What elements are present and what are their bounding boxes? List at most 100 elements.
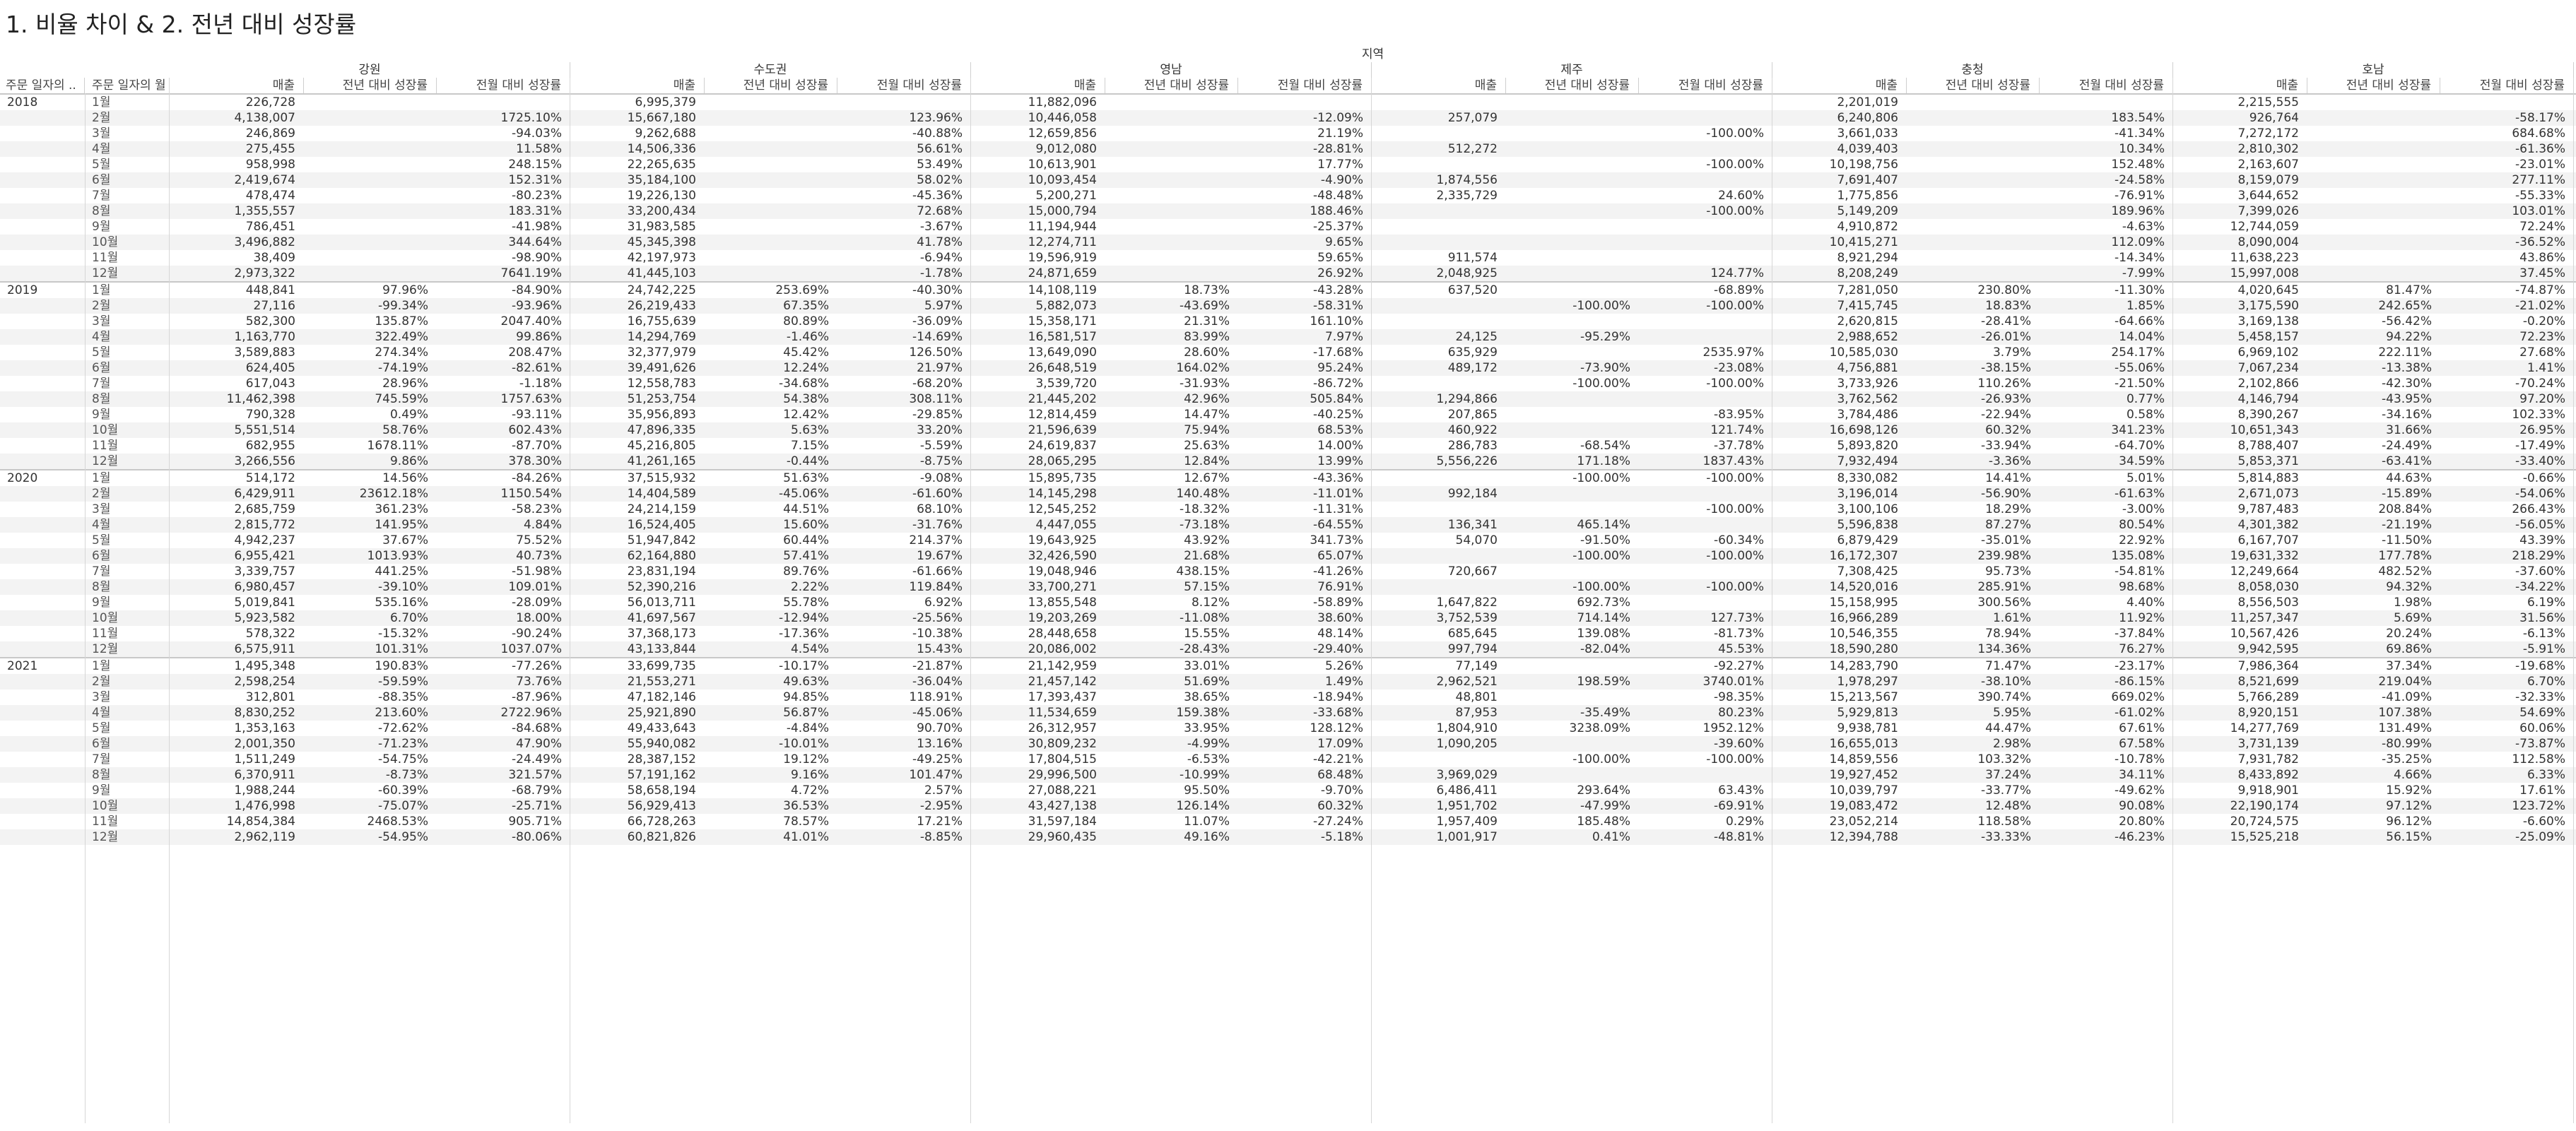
cell-value[interactable]: 33.95%: [1184, 721, 1230, 735]
cell-value[interactable]: -60.39%: [378, 783, 428, 798]
cell-value[interactable]: -10.38%: [912, 627, 963, 641]
cell-value[interactable]: 478,474: [245, 189, 295, 203]
cell-value[interactable]: 128.12%: [1310, 721, 1363, 735]
cell-value[interactable]: 10,415,271: [1829, 235, 1898, 249]
cell-value[interactable]: -100.00%: [1706, 126, 1764, 141]
cell-value[interactable]: 126.50%: [909, 345, 963, 360]
cell-value[interactable]: -84.90%: [512, 283, 562, 297]
cell-value[interactable]: 2722.96%: [500, 706, 562, 720]
cell-value[interactable]: 12,394,788: [1829, 830, 1898, 844]
cell-value[interactable]: 24,871,659: [1028, 266, 1097, 280]
cell-value[interactable]: 637,520: [1447, 283, 1498, 297]
cell-value[interactable]: -61.66%: [912, 564, 963, 579]
cell-value[interactable]: 58,658,194: [627, 783, 696, 798]
cell-value[interactable]: -83.95%: [1714, 408, 1764, 422]
cell-value[interactable]: -2.95%: [919, 799, 963, 813]
cell-value[interactable]: 2,419,674: [234, 173, 295, 187]
cell-value[interactable]: 17.61%: [2519, 783, 2565, 798]
cell-value[interactable]: 3,539,720: [1035, 377, 1097, 391]
cell-value[interactable]: 24.60%: [1718, 189, 1764, 203]
cell-value[interactable]: 582,300: [245, 314, 295, 328]
cell-value[interactable]: [1907, 126, 2040, 141]
month-label[interactable]: 1월: [92, 659, 111, 673]
region-header-4[interactable]: 충청: [1772, 62, 2173, 78]
cell-value[interactable]: 4.54%: [790, 642, 829, 656]
cell-value[interactable]: 6,429,911: [234, 487, 295, 501]
month-label[interactable]: 8월: [92, 768, 111, 782]
cell-value[interactable]: [304, 203, 437, 219]
cell-value[interactable]: -58.23%: [512, 502, 562, 516]
cell-value[interactable]: [1907, 95, 2040, 110]
cell-value[interactable]: 67.35%: [783, 299, 829, 313]
cell-value[interactable]: -14.34%: [2115, 251, 2165, 265]
cell-value[interactable]: 266.43%: [2512, 502, 2565, 516]
cell-value[interactable]: -64.55%: [1313, 518, 1363, 532]
cell-value[interactable]: -59.59%: [378, 675, 428, 689]
cell-value[interactable]: 8.12%: [1191, 596, 1230, 610]
cell-value[interactable]: [837, 95, 971, 110]
cell-value[interactable]: 97.20%: [2519, 392, 2565, 406]
cell-value[interactable]: 3,589,883: [234, 345, 295, 360]
cell-value[interactable]: 2,962,119: [234, 830, 295, 844]
cell-value[interactable]: -21.50%: [2115, 377, 2165, 391]
cell-value[interactable]: [1506, 658, 1639, 674]
cell-value[interactable]: 2,201,019: [1837, 95, 1898, 109]
cell-value[interactable]: 177.78%: [2378, 549, 2432, 563]
cell-value[interactable]: -42.30%: [2382, 377, 2432, 391]
cell-value[interactable]: 38.60%: [1317, 611, 1363, 625]
cell-value[interactable]: 208.84%: [2378, 502, 2432, 516]
cell-value[interactable]: 22,265,635: [627, 158, 696, 172]
cell-value[interactable]: 159.38%: [1176, 706, 1230, 720]
month-label[interactable]: 5월: [92, 345, 111, 360]
cell-value[interactable]: 5.69%: [2393, 611, 2432, 625]
cell-value[interactable]: 11,638,223: [2230, 251, 2299, 265]
cell-value[interactable]: -68.89%: [1714, 283, 1764, 297]
cell-value[interactable]: 99.86%: [516, 330, 562, 344]
cell-value[interactable]: 2,215,555: [2237, 95, 2299, 109]
cell-value[interactable]: -40.25%: [1313, 408, 1363, 422]
cell-value[interactable]: 514,172: [245, 471, 295, 485]
cell-value[interactable]: [304, 235, 437, 250]
cell-value[interactable]: -4.84%: [786, 721, 829, 735]
cell-value[interactable]: 60.06%: [2519, 721, 2565, 735]
cell-value[interactable]: 16,698,126: [1829, 423, 1898, 437]
cell-value[interactable]: 4.72%: [790, 783, 829, 798]
cell-value[interactable]: 80.89%: [783, 314, 829, 328]
cell-value[interactable]: [1639, 172, 1772, 188]
cell-value[interactable]: 164.02%: [1176, 361, 1230, 375]
cell-value[interactable]: 24,214,159: [627, 502, 696, 516]
cell-value[interactable]: 16,581,517: [1028, 330, 1097, 344]
cell-value[interactable]: 81.47%: [2386, 283, 2432, 297]
cell-value[interactable]: 361.23%: [375, 502, 428, 516]
cell-value[interactable]: 45.53%: [1718, 642, 1764, 656]
cell-value[interactable]: [1506, 126, 1639, 141]
cell-value[interactable]: 118.58%: [1977, 815, 2031, 829]
cell-value[interactable]: 34.59%: [2119, 454, 2165, 468]
cell-value[interactable]: 1,355,557: [234, 204, 295, 218]
cell-value[interactable]: 43.86%: [2519, 251, 2565, 265]
cell-value[interactable]: 67.61%: [2119, 721, 2165, 735]
cell-value[interactable]: -6.94%: [919, 251, 963, 265]
cell-value[interactable]: -10.78%: [2115, 752, 2165, 766]
cell-value[interactable]: 42.96%: [1184, 392, 1230, 406]
cell-value[interactable]: 65.07%: [1317, 549, 1363, 563]
cell-value[interactable]: 43.92%: [1184, 533, 1230, 547]
cell-value[interactable]: [1907, 157, 2040, 172]
cell-value[interactable]: 31,983,585: [627, 220, 696, 234]
cell-value[interactable]: [1105, 110, 1238, 126]
cell-value[interactable]: 72.23%: [2519, 330, 2565, 344]
cell-value[interactable]: 4,039,403: [1837, 142, 1898, 156]
cell-value[interactable]: [1506, 345, 1639, 360]
cell-value[interactable]: 19,643,925: [1028, 533, 1097, 547]
cell-value[interactable]: 188.46%: [1310, 204, 1363, 218]
month-label[interactable]: 9월: [92, 220, 111, 234]
cell-value[interactable]: 14,294,769: [627, 330, 696, 344]
cell-value[interactable]: [705, 141, 837, 157]
cell-value[interactable]: 9.16%: [790, 768, 829, 782]
cell-value[interactable]: 7,399,026: [2237, 204, 2299, 218]
cell-value[interactable]: -100.00%: [1706, 752, 1764, 766]
cell-value[interactable]: 57.15%: [1184, 580, 1230, 594]
cell-value[interactable]: 14.56%: [382, 471, 428, 485]
cell-value[interactable]: 18.00%: [516, 611, 562, 625]
cell-value[interactable]: 1.41%: [2527, 361, 2565, 375]
